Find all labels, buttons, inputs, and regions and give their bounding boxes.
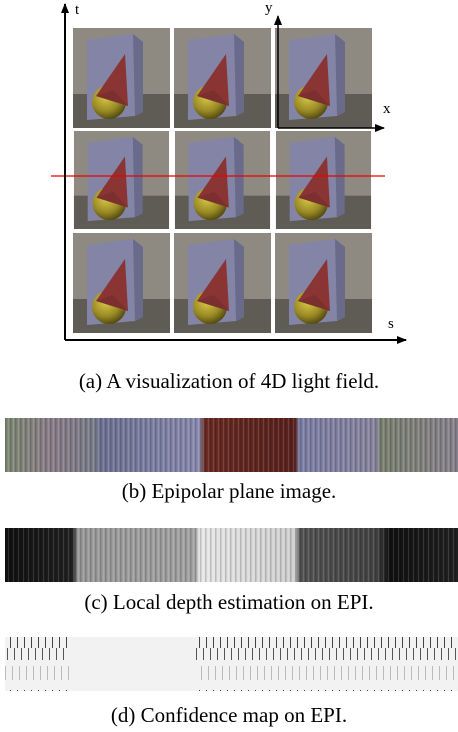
view-image: [73, 233, 170, 333]
view-image: [174, 233, 271, 333]
view-image: [275, 233, 372, 333]
view-image: [275, 28, 372, 128]
axis-label: s: [388, 316, 394, 332]
view-image: [174, 28, 271, 128]
confidence-texture: [5, 637, 70, 691]
caption: (b) Epipolar plane image.: [122, 479, 337, 503]
caption: (c) Local depth estimation on EPI.: [84, 590, 373, 614]
view-image: [73, 28, 170, 128]
axis-label: t: [75, 2, 80, 18]
caption: (a) A visualization of 4D light field.: [79, 369, 379, 393]
confidence-texture: [195, 637, 458, 691]
caption: (d) Confidence map on EPI.: [111, 703, 347, 727]
page: t s y x (a) A visualization of 4D light …: [0, 0, 458, 732]
axis-label: y: [265, 0, 273, 16]
view-image: [175, 131, 270, 229]
figure: t s y x (a) A visualization of 4D light …: [0, 0, 458, 732]
axis-label: x: [383, 101, 391, 117]
light-field-views: [73, 28, 372, 333]
depth-texture: [5, 528, 458, 582]
view-image: [276, 131, 371, 229]
epi-texture: [5, 418, 458, 472]
view-image: [74, 131, 169, 229]
